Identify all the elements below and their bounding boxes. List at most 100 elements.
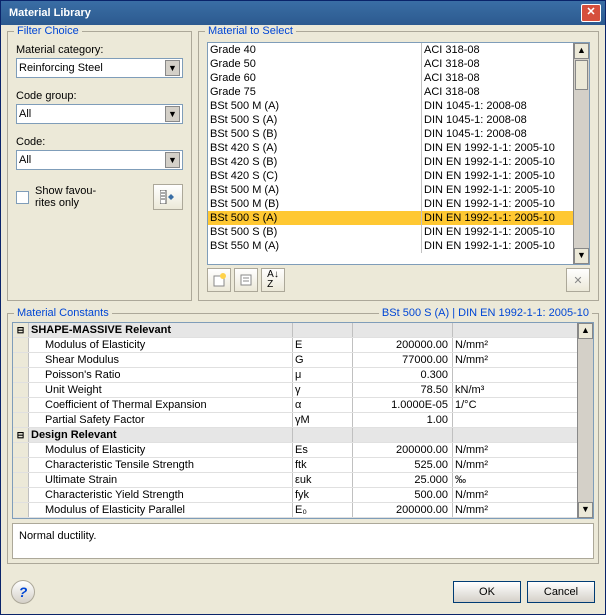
expand-icon <box>13 488 29 502</box>
titlebar: Material Library ✕ <box>1 1 605 25</box>
material-name: Grade 60 <box>210 71 422 85</box>
constants-row: Shear ModulusG77000.00N/mm² <box>13 353 577 368</box>
help-button[interactable]: ? <box>11 580 35 604</box>
material-name: BSt 500 S (B) <box>210 225 422 239</box>
prop-symbol <box>293 323 353 337</box>
prop-unit: ‰ <box>453 473 577 487</box>
constants-row: Ultimate Strainεuk25.000‰ <box>13 473 577 488</box>
material-name: BSt 500 S (B) <box>210 127 422 141</box>
list-row[interactable]: BSt 500 M (B)DIN EN 1992-1-1: 2005-10 <box>208 197 573 211</box>
list-row[interactable]: BSt 500 M (A)DIN 1045-1: 2008-08 <box>208 99 573 113</box>
cancel-button[interactable]: Cancel <box>527 581 595 603</box>
scroll-down-icon[interactable]: ▼ <box>578 502 593 518</box>
code-combo[interactable]: All ▼ <box>16 150 183 170</box>
material-code: DIN EN 1992-1-1: 2005-10 <box>422 183 571 197</box>
material-name: BSt 500 M (B) <box>210 197 422 211</box>
prop-symbol: E₀ <box>293 503 353 517</box>
list-row[interactable]: BSt 550 M (A)DIN EN 1992-1-1: 2005-10 <box>208 239 573 253</box>
material-name: Grade 75 <box>210 85 422 99</box>
prop-symbol <box>293 428 353 442</box>
constants-row: Modulus of Elasticity ParallelE₀200000.0… <box>13 503 577 518</box>
material-category-combo[interactable]: Reinforcing Steel ▼ <box>16 58 183 78</box>
list-row[interactable]: BSt 500 M (A)DIN EN 1992-1-1: 2005-10 <box>208 183 573 197</box>
constants-section-header: ⊟Design Relevant <box>13 428 577 443</box>
prop-unit <box>453 323 577 337</box>
prop-symbol: G <box>293 353 353 367</box>
material-code: ACI 318-08 <box>422 71 571 85</box>
list-row[interactable]: BSt 500 S (B)DIN 1045-1: 2008-08 <box>208 127 573 141</box>
combo-value: All <box>19 108 165 120</box>
expand-icon <box>13 503 29 517</box>
prop-value: 1.0000E-05 <box>353 398 453 412</box>
constants-row: Poisson's Ratioμ0.300 <box>13 368 577 383</box>
material-code: ACI 318-08 <box>422 85 571 99</box>
list-row[interactable]: BSt 420 S (C)DIN EN 1992-1-1: 2005-10 <box>208 169 573 183</box>
material-name: BSt 420 S (A) <box>210 141 422 155</box>
list-row[interactable]: Grade 50ACI 318-08 <box>208 57 573 71</box>
expand-icon <box>13 413 29 427</box>
expand-icon[interactable]: ⊟ <box>13 428 29 442</box>
chevron-down-icon: ▼ <box>165 106 180 122</box>
list-row[interactable]: BSt 420 S (A)DIN EN 1992-1-1: 2005-10 <box>208 141 573 155</box>
ok-button[interactable]: OK <box>453 581 521 603</box>
list-row[interactable]: Grade 40ACI 318-08 <box>208 43 573 57</box>
prop-name: SHAPE-MASSIVE Relevant <box>29 323 293 337</box>
edit-material-button[interactable] <box>234 268 258 292</box>
list-row[interactable]: BSt 420 S (B)DIN EN 1992-1-1: 2005-10 <box>208 155 573 169</box>
favourites-manage-button[interactable] <box>153 184 183 210</box>
scroll-up-icon[interactable]: ▲ <box>574 43 589 59</box>
expand-icon <box>13 458 29 472</box>
list-row[interactable]: BSt 500 S (A)DIN 1045-1: 2008-08 <box>208 113 573 127</box>
prop-unit <box>453 368 577 382</box>
window-title: Material Library <box>5 7 581 19</box>
material-name: BSt 500 M (A) <box>210 99 422 113</box>
top-row: Filter Choice Material category: Reinfor… <box>7 31 599 301</box>
prop-symbol: γ <box>293 383 353 397</box>
select-toolbar: A↓Z ✕ <box>207 268 590 292</box>
close-button[interactable]: ✕ <box>581 4 601 22</box>
combo-value: Reinforcing Steel <box>19 62 165 74</box>
constants-row: Partial Safety FactorγM1.00 <box>13 413 577 428</box>
prop-value: 25.000 <box>353 473 453 487</box>
scroll-down-icon[interactable]: ▼ <box>574 248 589 264</box>
material-code: DIN EN 1992-1-1: 2005-10 <box>422 141 571 155</box>
page-icon <box>239 273 253 287</box>
prop-value: 200000.00 <box>353 443 453 457</box>
expand-icon[interactable]: ⊟ <box>13 323 29 337</box>
chevron-down-icon: ▼ <box>165 60 180 76</box>
expand-icon <box>13 473 29 487</box>
list-row[interactable]: BSt 500 S (A)DIN EN 1992-1-1: 2005-10 <box>208 211 573 225</box>
prop-value: 200000.00 <box>353 338 453 352</box>
code-group-combo[interactable]: All ▼ <box>16 104 183 124</box>
constants-scrollbar[interactable]: ▲ ▼ <box>577 323 593 518</box>
list-scrollbar[interactable]: ▲ ▼ <box>573 43 589 264</box>
material-code: DIN EN 1992-1-1: 2005-10 <box>422 197 571 211</box>
material-code: DIN EN 1992-1-1: 2005-10 <box>422 155 571 169</box>
material-name: BSt 420 S (C) <box>210 169 422 183</box>
prop-unit <box>453 413 577 427</box>
prop-value: 500.00 <box>353 488 453 502</box>
scroll-up-icon[interactable]: ▲ <box>578 323 593 339</box>
select-group-label: Material to Select <box>205 25 296 37</box>
prop-symbol: α <box>293 398 353 412</box>
list-body: Grade 40ACI 318-08Grade 50ACI 318-08Grad… <box>208 43 573 264</box>
scroll-thumb[interactable] <box>575 60 588 90</box>
favourites-row: Show favou- rites only <box>16 184 183 210</box>
favourites-checkbox[interactable] <box>16 191 29 204</box>
material-code: DIN 1045-1: 2008-08 <box>422 113 571 127</box>
material-code: DIN EN 1992-1-1: 2005-10 <box>422 169 571 183</box>
prop-name: Design Relevant <box>29 428 293 442</box>
list-row[interactable]: Grade 60ACI 318-08 <box>208 71 573 85</box>
dialog-button-row: ? OK Cancel <box>7 576 599 608</box>
sort-button[interactable]: A↓Z <box>261 268 285 292</box>
list-row[interactable]: Grade 75ACI 318-08 <box>208 85 573 99</box>
delete-button[interactable]: ✕ <box>566 268 590 292</box>
prop-name: Modulus of Elasticity Parallel <box>29 503 293 517</box>
material-list[interactable]: Grade 40ACI 318-08Grade 50ACI 318-08Grad… <box>207 42 590 265</box>
prop-value: 78.50 <box>353 383 453 397</box>
material-name: BSt 500 S (A) <box>210 211 422 225</box>
material-code: DIN 1045-1: 2008-08 <box>422 127 571 141</box>
prop-name: Modulus of Elasticity <box>29 338 293 352</box>
new-material-button[interactable] <box>207 268 231 292</box>
list-row[interactable]: BSt 500 S (B)DIN EN 1992-1-1: 2005-10 <box>208 225 573 239</box>
